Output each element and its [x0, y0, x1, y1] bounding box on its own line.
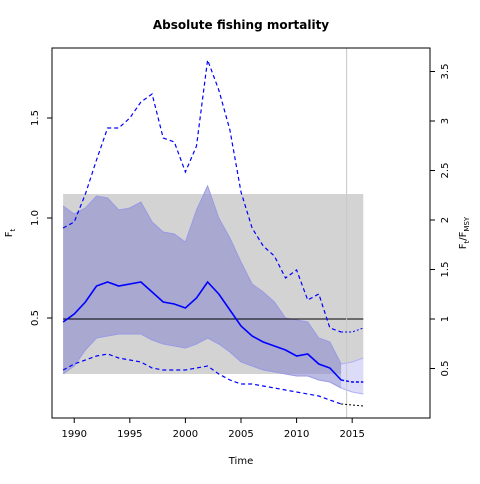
x-tick-label: 1995: [117, 429, 142, 440]
y-axis: 0.5 1.0 1.5: [30, 110, 52, 326]
lower-bound-line: [62, 353, 342, 405]
lower-ci-line: [62, 333, 342, 389]
y2-label-t: t: [463, 240, 471, 243]
estimate-line: [62, 280, 342, 381]
y2-axis-label: Ft/FMSY: [458, 216, 471, 249]
x-axis-label: Time: [228, 456, 253, 467]
x-tick-label: 2000: [173, 429, 198, 440]
x-tick-label: 2015: [339, 429, 364, 440]
y2-tick-label: 0.5: [440, 361, 451, 377]
y-axis-label-main: F: [4, 231, 15, 237]
forecast-estimate-line: [340, 379, 364, 383]
y2-tick-label: 3.5: [440, 64, 451, 80]
x-tick-label: 1990: [62, 429, 87, 440]
x-tick-label: 2010: [284, 429, 309, 440]
y2-tick-label: 3: [440, 118, 451, 124]
y2-label-msy: MSY: [463, 216, 471, 231]
y-tick-label: 1.0: [30, 210, 41, 226]
ci-area: [63, 186, 342, 388]
y2-tick-label: 1: [440, 316, 451, 322]
y2-label-f: F: [458, 243, 469, 249]
y2-label-fslash: /F: [458, 231, 469, 240]
chart-title: Absolute fishing mortality: [153, 18, 329, 32]
plot-area: [62, 48, 364, 418]
x-axis: 1990 1995 2000 2005 2010 2015: [62, 418, 365, 440]
y2-tick-label: 2: [440, 217, 451, 223]
y2-axis: 0.5 1 1.5 2 2.5 3 3.5: [430, 64, 451, 377]
y2-tick-label: 2.5: [440, 163, 451, 179]
upper-bound-line: [62, 59, 342, 333]
x-tick-label: 2005: [228, 429, 253, 440]
forecast-lower-bound-line: [341, 403, 364, 407]
forecast-upper-ci-line: [341, 357, 364, 365]
y-tick-label: 1.5: [30, 110, 41, 126]
y-tick-label: 0.5: [30, 310, 41, 326]
forecast-lower-ci-line: [340, 387, 364, 395]
y-axis-label-sub: t: [9, 228, 17, 231]
upper-ci-line: [62, 184, 342, 365]
y2-tick-label: 1.5: [440, 262, 451, 278]
y-axis-label: Ft: [4, 228, 17, 237]
